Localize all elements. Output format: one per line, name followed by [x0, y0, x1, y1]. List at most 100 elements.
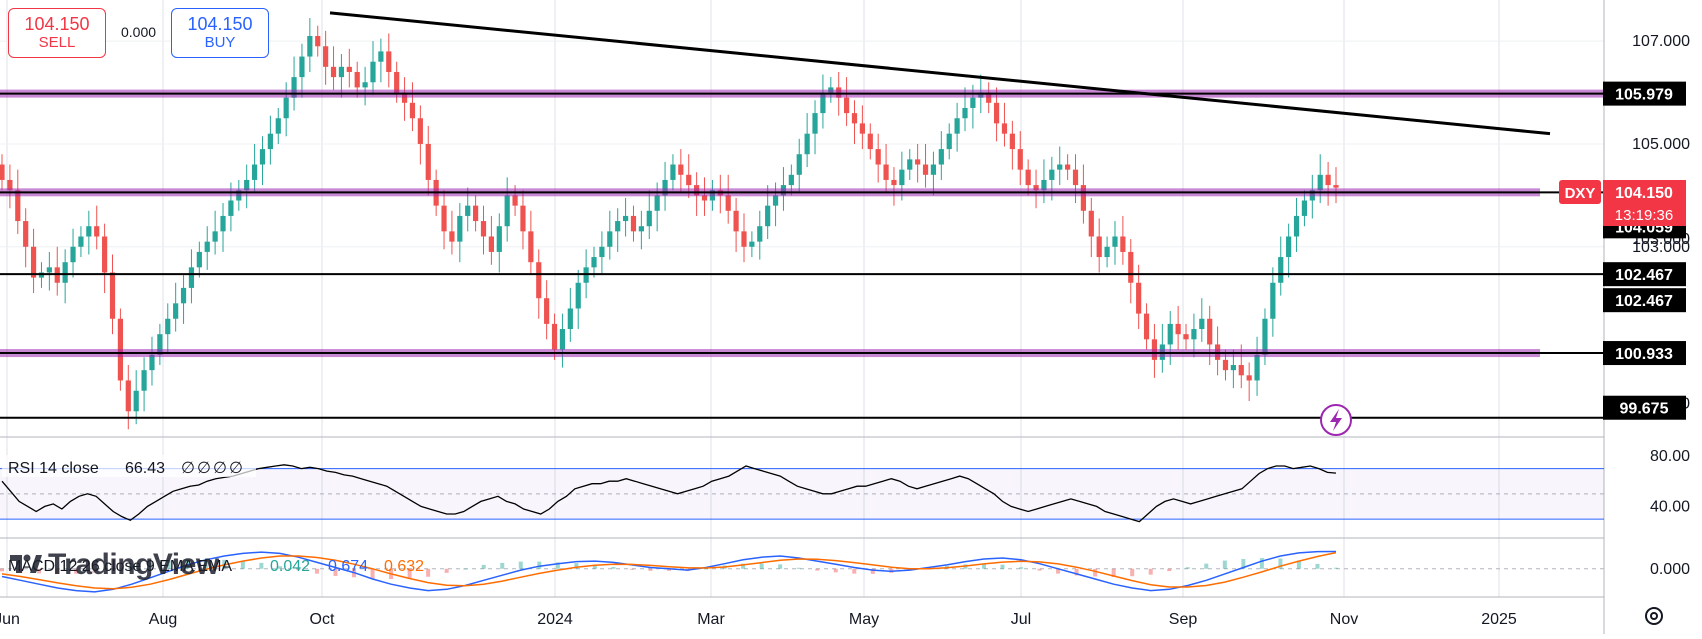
candle-body	[938, 149, 944, 165]
candle-body	[315, 35, 321, 47]
macd-hist-bar	[1037, 568, 1042, 571]
candle-body	[23, 221, 29, 247]
candle-body	[1096, 236, 1102, 258]
rsi-value: 66.43	[125, 460, 165, 477]
candle-body	[622, 215, 629, 222]
candle-body	[686, 174, 692, 186]
candle-body	[125, 380, 131, 412]
candle-body	[646, 210, 652, 227]
macd-hist-bar	[92, 568, 97, 573]
macd-hist-bar	[1074, 568, 1079, 576]
price-pane[interactable]	[0, 11, 1604, 430]
macd-hist-bar	[407, 568, 412, 579]
price-label-badge	[1603, 288, 1686, 313]
candle-body	[109, 272, 116, 319]
lightning-icon[interactable]	[1320, 404, 1352, 436]
candle-body	[504, 195, 510, 227]
trendline	[329, 11, 1551, 136]
candle-body	[338, 66, 345, 78]
candle-body	[899, 169, 905, 186]
candle-body	[362, 82, 368, 88]
candle-body	[757, 226, 763, 242]
rsi-title: RSI 14 close	[8, 460, 99, 477]
candle-body	[520, 205, 526, 232]
candle-body	[457, 215, 463, 242]
candle-body	[812, 113, 818, 134]
buy-button[interactable]: 104.150 BUY	[171, 8, 269, 58]
sell-label: SELL	[38, 34, 76, 51]
macd-hist-bar	[185, 559, 190, 569]
candle-body	[559, 329, 566, 350]
candle-body	[954, 118, 960, 134]
candle-body	[883, 164, 889, 180]
buy-price: 104.150	[187, 14, 253, 34]
price-label-text: 100.933	[1615, 346, 1673, 363]
gear-icon[interactable]	[1645, 607, 1663, 625]
candle-body	[741, 231, 747, 247]
macd-hist-bar	[815, 568, 820, 571]
candle-body	[670, 164, 676, 180]
macd-hist-bar	[37, 568, 42, 574]
macd-hist-bar	[833, 568, 838, 573]
symbol-text: DXY	[1565, 185, 1596, 202]
candle-body	[204, 241, 210, 252]
candle-body	[417, 118, 423, 144]
price-label-badge	[1603, 341, 1686, 366]
price-label-badge	[1603, 395, 1686, 420]
candle-body	[1120, 236, 1126, 252]
rsi-pane[interactable]	[0, 464, 1604, 523]
price-label-text: 105.979	[1615, 87, 1673, 104]
macd-hist-bar	[74, 568, 79, 574]
macd-hist-bar	[0, 568, 4, 572]
macd-hist-bar	[1130, 568, 1135, 577]
macd-hist-bar	[574, 563, 579, 569]
macd-hist-bar	[296, 568, 301, 571]
macd-pane[interactable]	[0, 550, 1604, 593]
macd-hist-bar	[481, 564, 486, 569]
sell-price: 104.150	[24, 14, 90, 34]
rsi-legend-bg	[2, 455, 256, 477]
macd-hist-bar	[629, 568, 634, 570]
candle-body	[157, 334, 163, 355]
rsi-placeholder-4: ∅	[229, 460, 243, 477]
candle-body	[1049, 169, 1055, 180]
gear-icon-inner	[1650, 612, 1658, 620]
candle-body	[378, 51, 384, 62]
symbol-badge[interactable]: DXY 104.150 13:19:36	[1559, 180, 1686, 226]
macd-hist-bar	[648, 568, 653, 571]
macd-title: MACD 12 26 close 9 EMA EMA	[8, 558, 232, 575]
candle-body	[891, 179, 897, 186]
candle-body	[1199, 318, 1205, 330]
time-axis[interactable]: Jun Aug Oct 2024 Mar May Jul Sep Nov 2025	[0, 611, 1517, 628]
candle-body	[1317, 174, 1323, 191]
candle-body	[1278, 257, 1284, 283]
candle-body	[567, 308, 573, 330]
candle-body	[30, 246, 37, 278]
macd-hist-bar	[555, 562, 560, 569]
candle-body	[1065, 164, 1071, 170]
macd-hist-bar	[1241, 559, 1246, 569]
candle-body	[354, 71, 360, 88]
price-label-text: 102.467	[1615, 267, 1673, 284]
candle-body	[1325, 174, 1331, 186]
lightning-icon-bolt	[1330, 409, 1342, 431]
candle-body	[141, 370, 147, 391]
price-label-text: 99.675	[1620, 401, 1669, 418]
time-tick-label: Oct	[310, 611, 335, 628]
candle-body	[283, 97, 289, 119]
candle-body	[1088, 210, 1094, 237]
candle-body	[0, 164, 5, 180]
macd-hist-bar	[314, 568, 319, 574]
candle-body	[291, 77, 297, 98]
macd-hist-bar	[444, 568, 449, 573]
candle-body	[1009, 133, 1015, 150]
candle-body	[915, 159, 921, 165]
candle-body	[930, 164, 937, 175]
macd-hist-bar	[852, 568, 857, 574]
macd-legend: MACD 12 26 close 9 EMA EMA 0.042 0.674 0…	[8, 558, 424, 575]
candle-body	[441, 205, 447, 232]
macd-hist-bar	[1148, 568, 1153, 575]
sell-button[interactable]: 104.150 SELL	[8, 8, 106, 58]
